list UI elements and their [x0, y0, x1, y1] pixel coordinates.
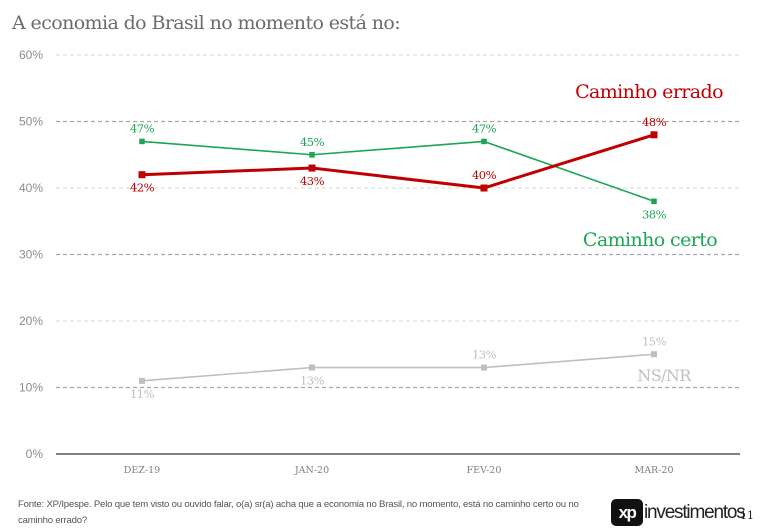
data-label: 47%	[130, 121, 155, 135]
data-label: 47%	[472, 121, 497, 135]
data-label: 45%	[300, 135, 325, 149]
data-label: 42%	[130, 181, 155, 195]
x-tick-label: DEZ-19	[124, 465, 160, 476]
data-point	[650, 131, 658, 139]
y-tick-label: 60%	[19, 48, 43, 62]
series-line-ns-nr	[141, 353, 655, 382]
legend-label: Caminho certo	[583, 229, 717, 251]
data-point	[651, 351, 657, 358]
data-point	[139, 377, 145, 384]
x-tick-label: FEV-20	[467, 465, 502, 476]
data-point	[139, 138, 145, 145]
data-point	[308, 164, 316, 172]
data-label: 13%	[300, 374, 325, 388]
legend-label: NS/NR	[637, 366, 692, 385]
data-label: 40%	[472, 168, 497, 182]
data-point	[309, 364, 315, 371]
data-label: 43%	[300, 174, 325, 188]
data-point	[138, 171, 146, 179]
y-tick-label: 0%	[26, 447, 44, 461]
xp-investimentos-logo: xp investimentos	[611, 499, 746, 526]
data-point	[481, 138, 487, 145]
y-tick-label: 50%	[19, 115, 43, 129]
y-tick-label: 10%	[19, 381, 43, 395]
logo-text: investimentos	[644, 501, 746, 523]
y-tick-label: 20%	[19, 314, 43, 328]
data-point	[480, 184, 488, 192]
data-label: 13%	[472, 348, 497, 362]
data-point	[309, 152, 315, 158]
data-label: 48%	[642, 115, 667, 129]
xp-logo-mark: xp	[611, 499, 643, 526]
data-point	[651, 198, 657, 205]
x-tick-label: JAN-20	[294, 465, 329, 476]
series-line-caminho-errado	[141, 133, 655, 190]
series-line-caminho-certo	[141, 140, 655, 203]
x-tick-label: MAR-20	[634, 465, 673, 476]
data-point	[481, 364, 487, 371]
data-label: 38%	[642, 207, 667, 221]
source-note: Fonte: XP/Ipespe. Pelo que tem visto ou …	[18, 499, 579, 526]
y-tick-label: 40%	[19, 181, 43, 195]
chart-title: A economia do Brasil no momento está no:	[12, 12, 401, 34]
data-label: 11%	[130, 387, 155, 401]
page-number: 11	[740, 509, 754, 522]
data-label: 15%	[642, 334, 667, 348]
y-tick-label: 30%	[19, 248, 43, 262]
legend-label: Caminho errado	[575, 81, 723, 103]
